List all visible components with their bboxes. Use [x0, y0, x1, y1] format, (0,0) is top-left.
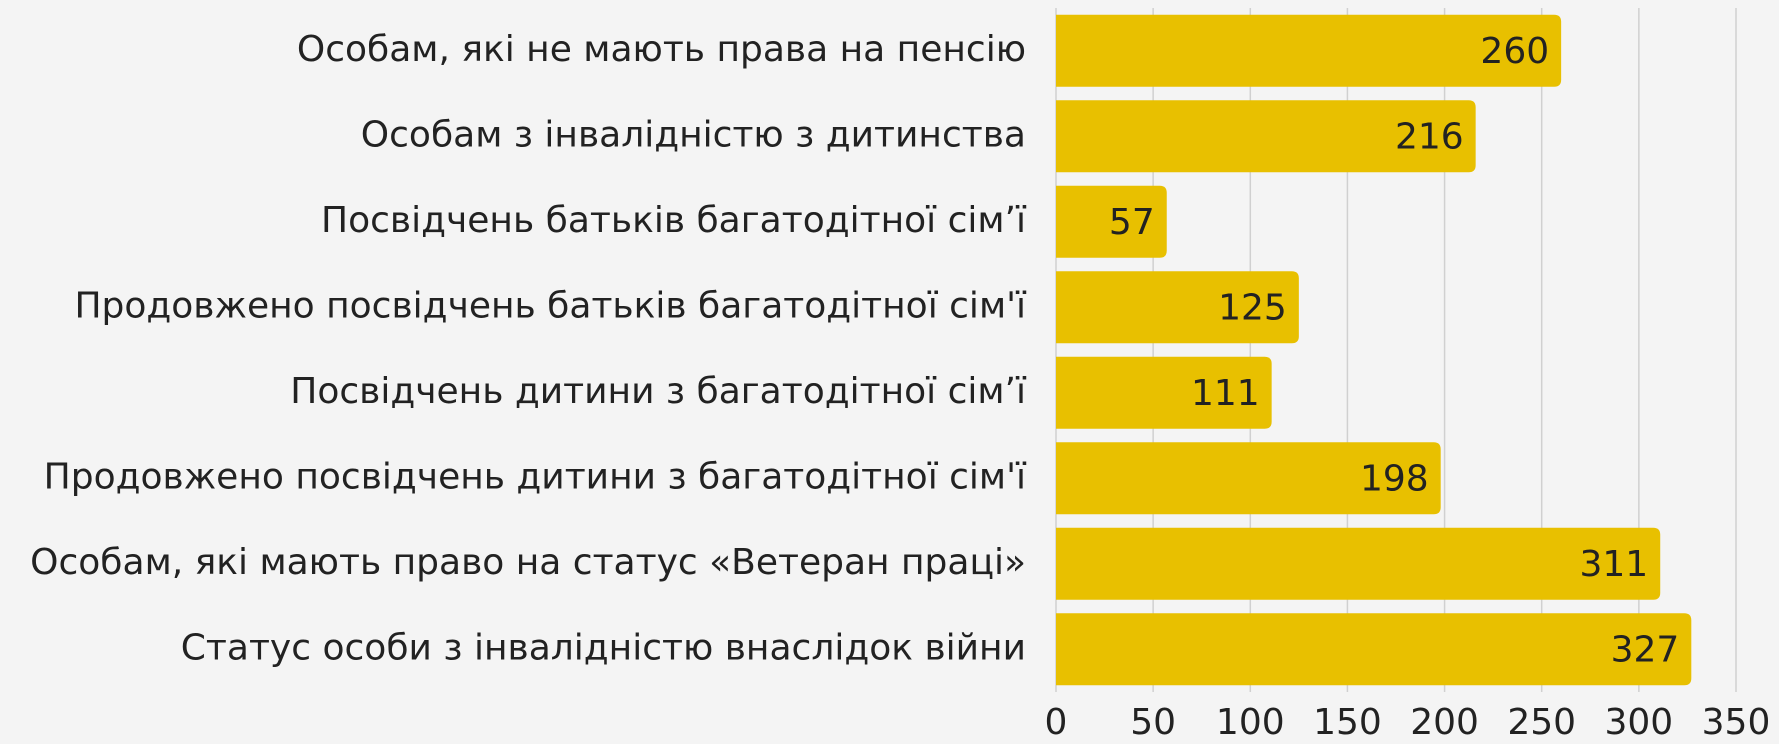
y-tick-label: Особам з інвалідністю з дитинства	[361, 114, 1026, 155]
value-label: 311	[1580, 544, 1649, 585]
bar	[1056, 613, 1692, 686]
y-tick-label: Продовжено посвідчень батьків багатодітн…	[74, 285, 1027, 326]
y-tick-label: Статус особи з інвалідністю внаслідок ві…	[181, 627, 1026, 668]
bar	[1056, 271, 1299, 344]
bar	[1056, 185, 1167, 258]
value-label: 125	[1218, 287, 1287, 328]
x-tick-label: 0	[1045, 702, 1068, 743]
y-tick-label: Посвідчень дитини з багатодітної сім’ї	[290, 371, 1027, 412]
bar	[1056, 14, 1562, 87]
y-tick-label: Особам, які не мають права на пенсію	[297, 29, 1026, 70]
bar	[1056, 442, 1441, 515]
x-tick-label: 100	[1216, 702, 1285, 743]
y-tick-label: Продовжено посвідчень дитини з багатодіт…	[44, 456, 1027, 497]
x-tick-label: 300	[1604, 702, 1673, 743]
value-label: 57	[1109, 202, 1155, 243]
value-label: 260	[1480, 31, 1549, 72]
x-tick-label: 350	[1702, 702, 1771, 743]
y-tick-label: Особам, які мають право на статус «Ветер…	[30, 542, 1026, 583]
value-label: 198	[1360, 458, 1429, 499]
x-tick-label: 250	[1507, 702, 1576, 743]
x-tick-label: 200	[1410, 702, 1479, 743]
bar	[1056, 356, 1272, 429]
bar	[1056, 527, 1661, 600]
x-tick-label: 150	[1313, 702, 1382, 743]
value-label: 216	[1395, 116, 1464, 157]
bar	[1056, 100, 1476, 173]
y-tick-label: Посвідчень батьків багатодітної сім’ї	[321, 200, 1027, 241]
value-label: 111	[1191, 373, 1260, 414]
x-tick-label: 50	[1130, 702, 1176, 743]
value-label: 327	[1611, 629, 1680, 670]
